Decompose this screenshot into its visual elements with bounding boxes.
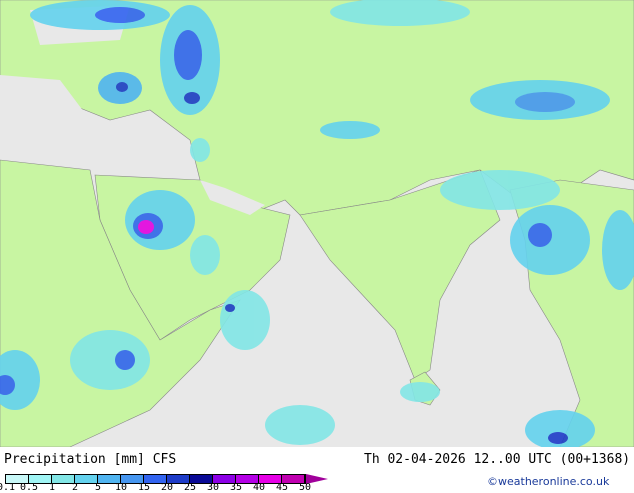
- scale-tick-label: 15: [137, 482, 151, 493]
- scale-tick-label: 25: [183, 482, 197, 493]
- color-swatch: [236, 475, 259, 483]
- scale-tick-label: 35: [229, 482, 243, 493]
- color-swatch: [6, 475, 29, 483]
- scale-tick-label: 20: [160, 482, 174, 493]
- scale-tick-label: 40: [252, 482, 266, 493]
- color-swatch: [52, 475, 75, 483]
- scale-tick-label: 10: [114, 482, 128, 493]
- color-swatch: [144, 475, 167, 483]
- precipitation-map: [0, 0, 634, 447]
- scale-tick-label: 30: [206, 482, 220, 493]
- scale-tick-label: 5: [94, 482, 102, 493]
- scale-tick-label: 50: [298, 482, 312, 493]
- valid-time: Th 02-04-2026 12..00 UTC (00+1368): [364, 452, 631, 467]
- color-swatch: [75, 475, 98, 483]
- color-swatch: [259, 475, 282, 483]
- scale-tick-label: 1: [48, 482, 56, 493]
- color-scale: [5, 474, 306, 484]
- color-swatch: [29, 475, 52, 483]
- precipitation-areas: [0, 0, 634, 447]
- color-swatch: [190, 475, 213, 483]
- legend-title: Precipitation [mm] CFS: [4, 452, 177, 467]
- credit-link[interactable]: ©weatheronline.co.uk: [487, 475, 610, 488]
- color-swatch: [98, 475, 121, 483]
- color-swatch: [121, 475, 144, 483]
- color-swatch: [167, 475, 190, 483]
- color-scale-arrow: [306, 474, 328, 484]
- color-swatch: [213, 475, 236, 483]
- scale-tick-label: 0.1: [0, 482, 16, 493]
- color-swatch: [282, 475, 305, 483]
- scale-tick-label: 45: [275, 482, 289, 493]
- scale-tick-label: 0.5: [19, 482, 39, 493]
- scale-tick-label: 2: [71, 482, 79, 493]
